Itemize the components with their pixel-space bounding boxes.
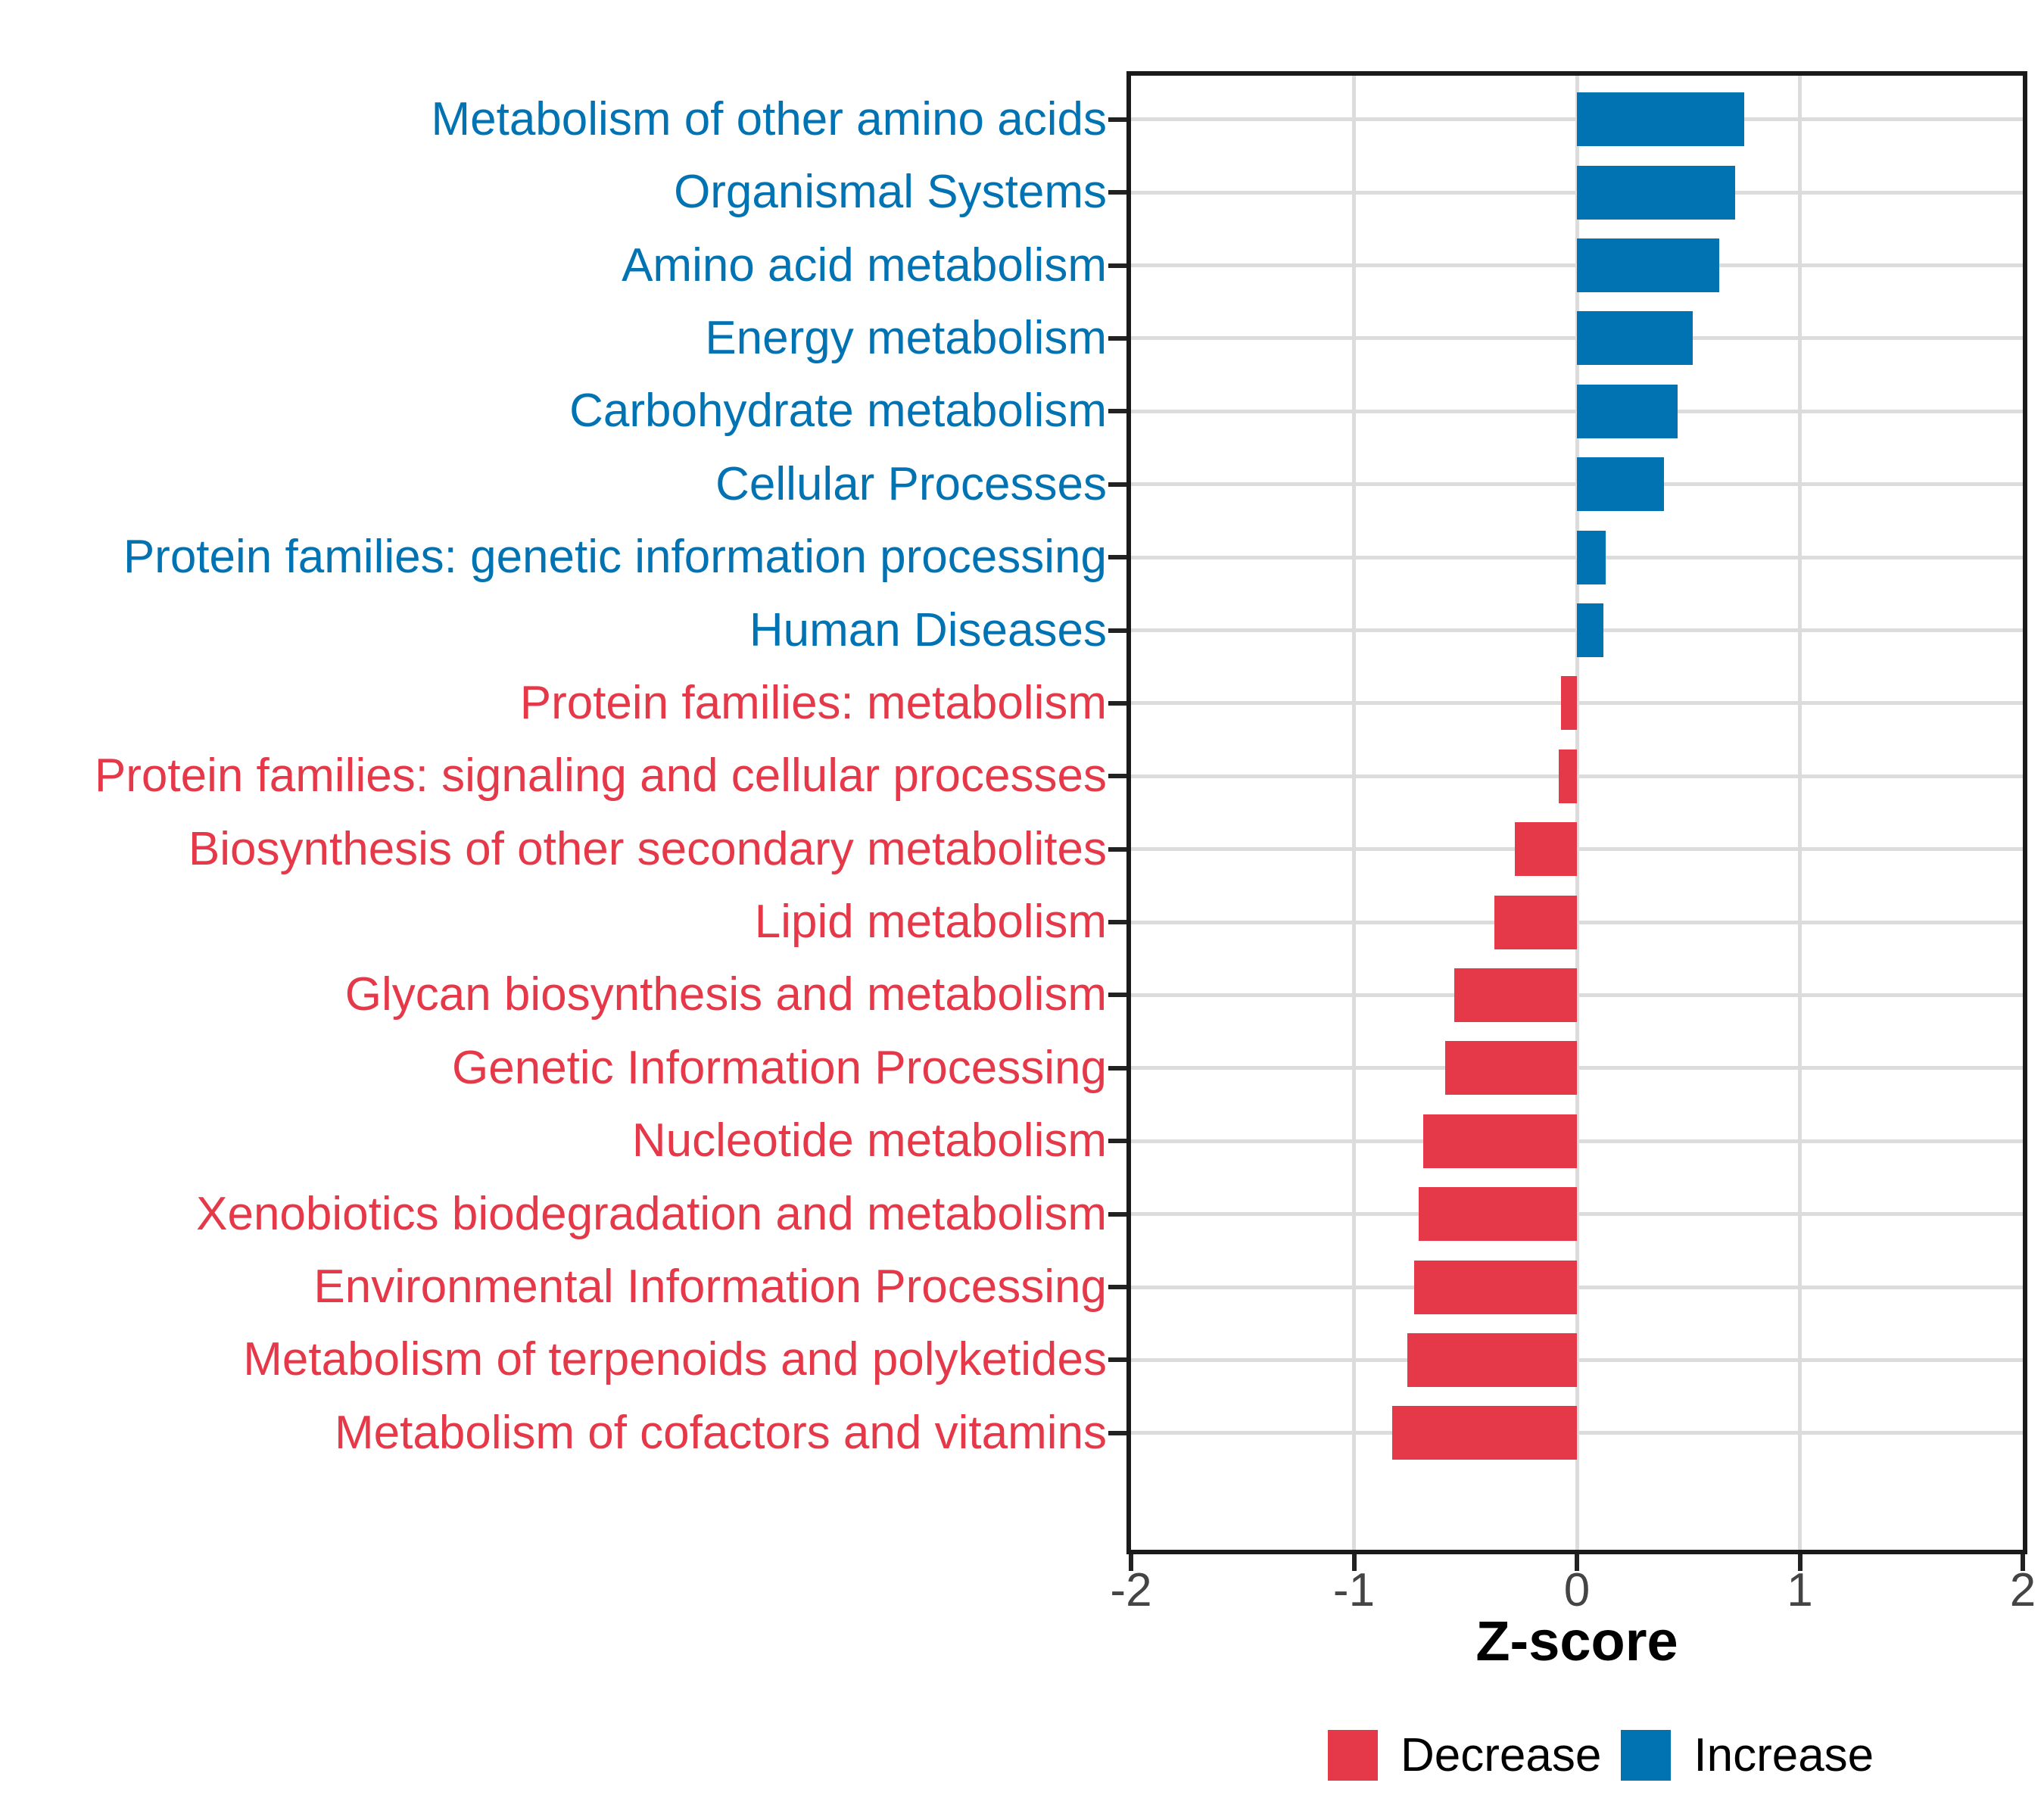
y-tick [1108, 993, 1126, 998]
x-tick [2021, 1554, 2025, 1571]
y-axis-label: Human Diseases [749, 603, 1107, 656]
legend-swatch-increase-icon [1621, 1730, 1672, 1781]
y-tick [1108, 628, 1126, 633]
bar-decrease [1445, 1041, 1577, 1095]
x-tick [1129, 1554, 1133, 1571]
vertical-gridline [1575, 76, 1579, 1550]
legend-label-decrease: Decrease [1401, 1729, 1602, 1781]
y-tick [1108, 1357, 1126, 1363]
y-axis-label: Genetic Information Processing [452, 1041, 1107, 1094]
horizontal-gridline [1131, 1212, 2023, 1217]
bar-decrease [1494, 895, 1577, 949]
x-tick-label: 0 [1563, 1564, 1591, 1616]
bar-decrease [1407, 1332, 1577, 1387]
y-tick [1108, 117, 1126, 122]
horizontal-gridline [1131, 920, 2023, 924]
legend-item-increase: Increase [1621, 1730, 1874, 1781]
x-tick [1351, 1554, 1357, 1571]
y-tick [1108, 1065, 1126, 1071]
legend-label-increase: Increase [1693, 1729, 1874, 1781]
bar-increase [1577, 92, 1744, 147]
y-axis-label: Carbohydrate metabolism [569, 385, 1107, 438]
legend-item-decrease: Decrease [1328, 1730, 1601, 1781]
y-axis-label: Amino acid metabolism [622, 238, 1107, 291]
y-tick [1108, 482, 1126, 487]
y-tick [1108, 555, 1126, 560]
bar-decrease [1422, 1114, 1577, 1168]
bar-increase [1577, 311, 1693, 366]
horizontal-gridline [1131, 701, 2023, 706]
y-tick [1108, 774, 1126, 779]
horizontal-gridline [1131, 1431, 2023, 1435]
y-tick [1108, 409, 1126, 414]
y-tick [1108, 190, 1126, 195]
horizontal-gridline [1131, 1285, 2023, 1289]
y-axis-label: Protein families: metabolism [519, 676, 1107, 729]
y-tick [1108, 920, 1126, 925]
bar-decrease [1414, 1260, 1577, 1314]
bar-decrease [1514, 822, 1577, 877]
horizontal-gridline [1131, 1139, 2023, 1143]
vertical-gridline [1352, 76, 1356, 1550]
y-axis-label: Metabolism of other amino acids [431, 92, 1107, 145]
horizontal-gridline [1131, 774, 2023, 778]
x-tick [1797, 1554, 1803, 1571]
plot-panel [1126, 71, 2027, 1554]
bar-decrease [1454, 968, 1577, 1022]
y-tick [1108, 263, 1126, 268]
vertical-gridline [1798, 76, 1802, 1550]
horizontal-gridline [1131, 1357, 2023, 1362]
y-axis-label: Nucleotide metabolism [631, 1114, 1107, 1167]
bar-increase [1577, 238, 1720, 293]
y-axis-label: Metabolism of terpenoids and polyketides [243, 1333, 1107, 1386]
y-axis-label: Protein families: genetic information pr… [123, 531, 1107, 584]
legend-swatch-decrease-icon [1328, 1730, 1378, 1781]
bar-decrease [1559, 749, 1577, 803]
horizontal-gridline [1131, 993, 2023, 997]
y-tick [1108, 1139, 1126, 1144]
bar-decrease [1391, 1406, 1577, 1460]
y-tick [1108, 1430, 1126, 1435]
bar-increase [1577, 530, 1606, 584]
x-tick-label: 1 [1787, 1564, 1813, 1616]
x-tick-label: -1 [1332, 1564, 1376, 1616]
x-tick-label: -2 [1110, 1564, 1152, 1616]
y-axis-label: Cellular Processes [715, 457, 1107, 510]
y-tick [1108, 846, 1126, 852]
y-axis-label: Energy metabolism [705, 311, 1107, 364]
bar-increase [1577, 603, 1604, 658]
y-axis-label: Xenobiotics biodegradation and metabolis… [196, 1187, 1107, 1240]
bar-increase [1577, 384, 1678, 438]
horizontal-gridline [1131, 1066, 2023, 1071]
y-axis-label: Glycan biosynthesis and metabolism [344, 968, 1107, 1021]
x-tick-label: 2 [2009, 1564, 2036, 1616]
x-axis-title: Z-score [1475, 1610, 1678, 1672]
y-axis-label: Lipid metabolism [754, 896, 1107, 949]
y-axis-label: Metabolism of cofactors and vitamins [335, 1406, 1107, 1459]
bar-decrease [1418, 1187, 1577, 1242]
x-tick [1575, 1554, 1579, 1571]
y-tick [1108, 700, 1126, 706]
y-tick [1108, 1285, 1126, 1289]
y-tick [1108, 335, 1126, 341]
bar-decrease [1561, 676, 1577, 731]
y-axis-label: Protein families: signaling and cellular… [94, 750, 1107, 803]
legend: Decrease Increase [1328, 1730, 1874, 1781]
y-axis-label: Biosynthesis of other secondary metaboli… [188, 822, 1107, 875]
bar-increase [1577, 165, 1736, 220]
horizontal-gridline [1131, 847, 2023, 852]
y-axis-label: Environmental Information Processing [313, 1261, 1107, 1313]
bar-increase [1577, 457, 1664, 512]
y-tick [1108, 1211, 1126, 1217]
y-axis-label: Organismal Systems [674, 166, 1107, 219]
